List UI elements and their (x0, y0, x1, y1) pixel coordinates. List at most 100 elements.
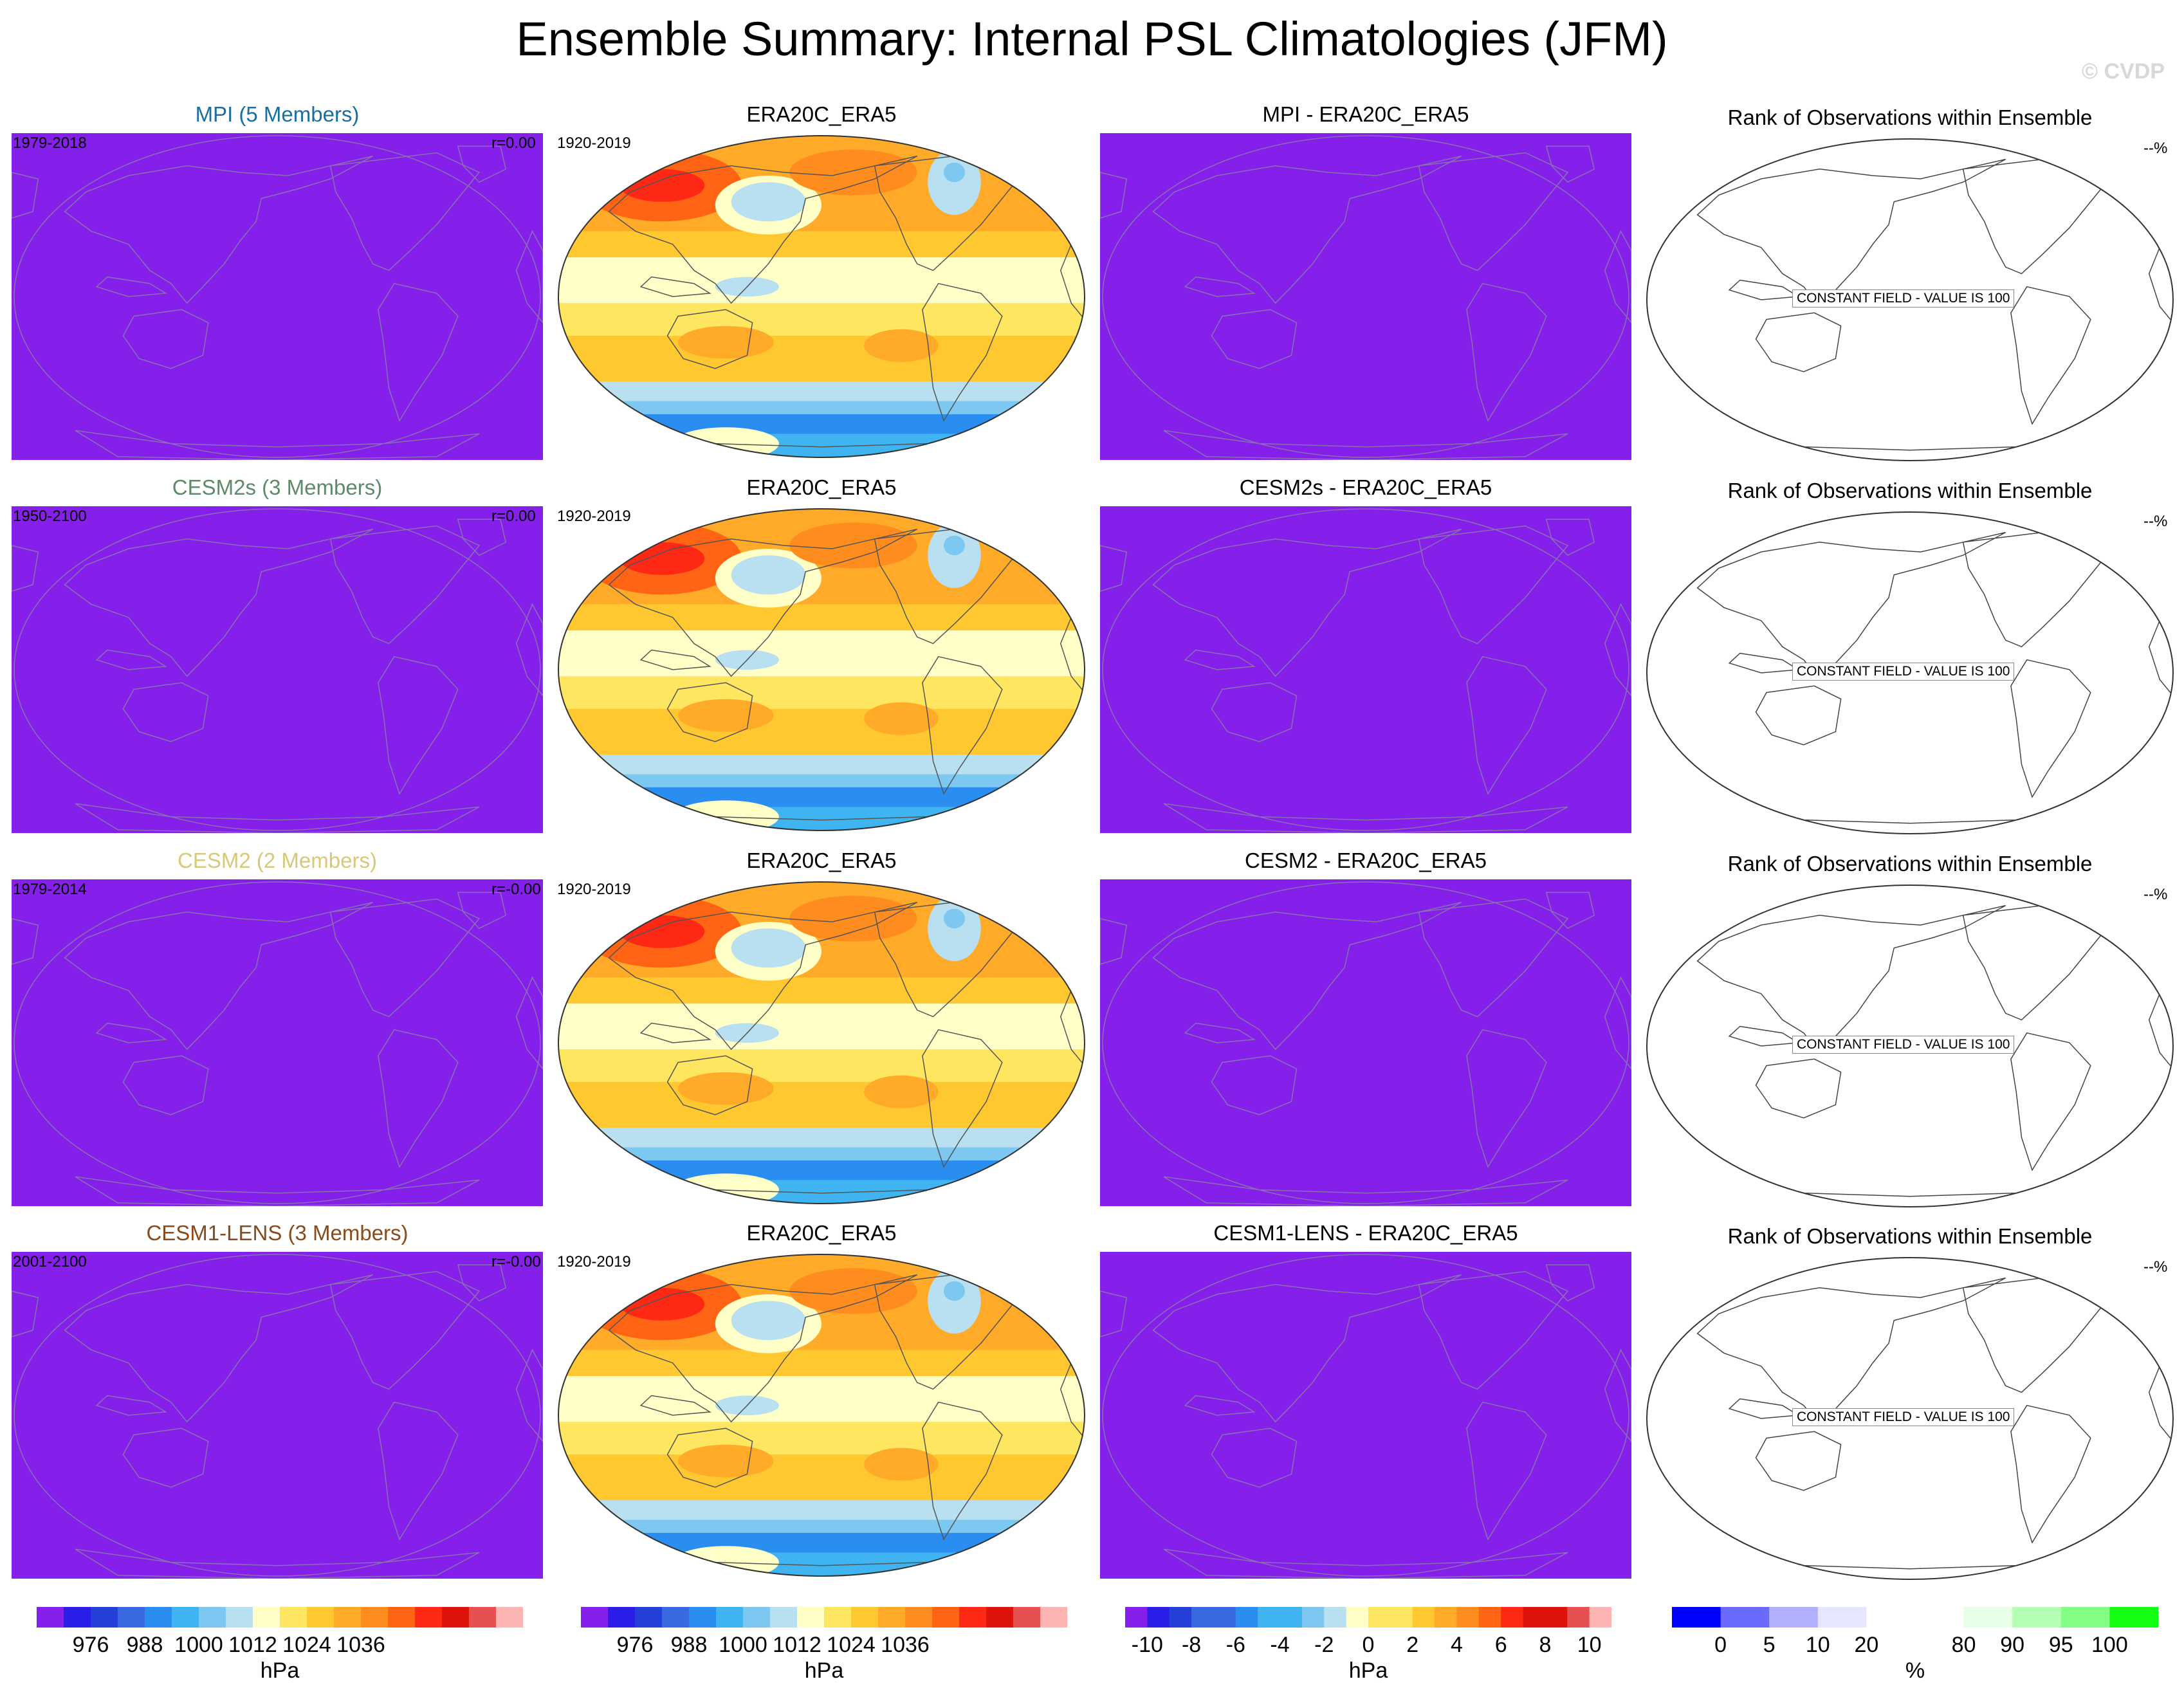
rank-percent-label: --% (2143, 886, 2168, 903)
psl-band (558, 257, 1085, 304)
arctic-high (789, 1268, 917, 1314)
icelandic-low-core (943, 162, 966, 183)
colorbar-box (716, 1607, 744, 1628)
colorbar-box (1324, 1607, 1347, 1628)
colorbar-tick-label: 988 (670, 1633, 708, 1657)
map-globe-outline (14, 508, 541, 831)
colorbar-box (1672, 1607, 1721, 1628)
period-label: 1950-2100 (13, 508, 87, 525)
arctic-high (789, 522, 917, 569)
aleutian-low (731, 1301, 806, 1341)
colorbar-box (1368, 1607, 1391, 1628)
colorbar-tick-label: 8 (1539, 1633, 1552, 1657)
psl-band (558, 774, 1085, 788)
colorbar-box (1817, 1607, 1867, 1628)
period-label: 1920-2019 (557, 134, 631, 152)
colorbar-box (496, 1607, 524, 1628)
pacific-high (789, 237, 854, 258)
icelandic-low-core (943, 1281, 966, 1301)
colorbar-tick-label: 1012 (228, 1633, 277, 1657)
colorbar-psl-obs (581, 1607, 1068, 1628)
colorbar-box (1545, 1607, 1568, 1628)
rank-percent-label: --% (2143, 1258, 2168, 1276)
map-globe-outline (1102, 508, 1629, 831)
colorbar-tick-label: 0 (1714, 1633, 1727, 1657)
colorbar-unit-label: hPa (1348, 1658, 1388, 1683)
colorbar-box (1346, 1607, 1369, 1628)
colorbar-box (635, 1607, 663, 1628)
map-globe-outline (558, 1254, 1085, 1577)
colorbar-box (469, 1607, 497, 1628)
psl-band (558, 630, 1085, 677)
difference-field-map (1100, 879, 1631, 1206)
obs-field-map (558, 508, 1085, 831)
psl-band (558, 787, 1085, 808)
colorbar-tick-label: 4 (1450, 1633, 1463, 1657)
period-label: 1920-2019 (557, 1253, 631, 1271)
panel-title-difference: CESM2 - ERA20C_ERA5 (1245, 849, 1487, 872)
constant-field-fill (12, 506, 543, 833)
aleutian-low (731, 182, 806, 222)
colorbar-box (253, 1607, 280, 1628)
map-globe-outline (14, 881, 541, 1204)
panel-title-obs: ERA20C_ERA5 (746, 102, 897, 126)
psl-band (558, 1519, 1085, 1534)
colorbar-box (824, 1607, 852, 1628)
colorbar-box (307, 1607, 335, 1628)
colorbar-tick-label: 1036 (336, 1633, 385, 1657)
coastline (1100, 145, 1631, 460)
south-pacific-high (677, 699, 774, 732)
colorbar-boxes (581, 1607, 1068, 1628)
colorbar-unit-label: % (1905, 1658, 1925, 1683)
psl-band (558, 1500, 1085, 1521)
colorbar-box (2012, 1607, 2062, 1628)
psl-band (558, 335, 1085, 383)
colorbar-psl-diff (1125, 1607, 1612, 1628)
coastline (12, 518, 543, 833)
figure-title: Ensemble Summary: Internal PSL Climatolo… (516, 12, 1668, 66)
psl-band (558, 1160, 1085, 1181)
colorbar-box (334, 1607, 362, 1628)
colorbar-box (1720, 1607, 1770, 1628)
constant-field-fill (12, 1252, 543, 1579)
colorbar-box (797, 1607, 825, 1628)
map-globe-outline (1102, 881, 1629, 1204)
panel-title-difference: MPI - ERA20C_ERA5 (1262, 102, 1469, 126)
obs-field-map (558, 1254, 1085, 1577)
map-globe-outline (558, 135, 1085, 458)
colorbar-box (1147, 1607, 1170, 1628)
colorbar-boxes (1125, 1607, 1612, 1628)
colorbar-box (1589, 1607, 1612, 1628)
colorbar-box (905, 1607, 933, 1628)
colorbar-box (743, 1607, 771, 1628)
colorbar-box (1963, 1607, 2013, 1628)
south-pacific-high (677, 1444, 774, 1478)
icelandic-low (928, 149, 981, 215)
psl-band (558, 1454, 1085, 1501)
colorbar-tick-label: 90 (2000, 1633, 2025, 1657)
coastline (1100, 518, 1631, 833)
colorbar-tick-label: 976 (616, 1633, 654, 1657)
map-globe-outline (14, 1254, 541, 1577)
colorbar-box (1125, 1607, 1148, 1628)
colorbar-unit-label: hPa (804, 1658, 844, 1683)
colorbar-tick-label: -6 (1225, 1633, 1245, 1657)
colorbar-tick-label: 976 (72, 1633, 109, 1657)
map-panel-difference (1100, 1252, 1631, 1579)
period-label: 1979-2018 (13, 134, 87, 152)
colorbar-tick-label: -8 (1181, 1633, 1202, 1657)
map-panel-difference (1100, 506, 1631, 833)
pattern-correlation-label: r=0.00 (491, 508, 536, 525)
pacific-high (789, 984, 854, 1004)
constant-field-fill (12, 879, 543, 1206)
panel-title-rank: Rank of Observations within Ensemble (1727, 1224, 2093, 1248)
psl-band (558, 1532, 1085, 1554)
psl-band (558, 1049, 1085, 1083)
panel-title-rank: Rank of Observations within Ensemble (1727, 106, 2093, 129)
model-field-map (12, 133, 543, 460)
psl-band (558, 1128, 1085, 1148)
map-panel-model (12, 879, 543, 1206)
colorbar-box (361, 1607, 389, 1628)
colorbar-box (662, 1607, 690, 1628)
colorbar-box (1412, 1607, 1435, 1628)
